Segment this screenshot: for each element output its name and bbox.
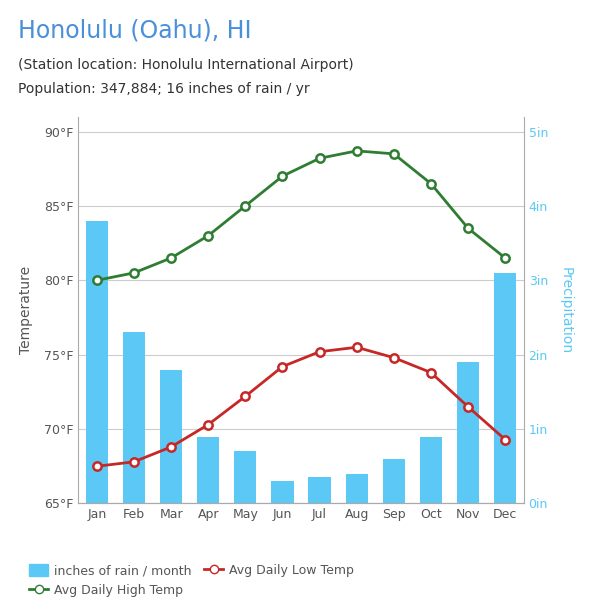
- Y-axis label: Temperature: Temperature: [19, 266, 33, 354]
- Bar: [197, 437, 219, 503]
- Text: Population: 347,884; 16 inches of rain / yr: Population: 347,884; 16 inches of rain /…: [18, 82, 309, 96]
- Y-axis label: Precipitation: Precipitation: [559, 266, 573, 354]
- Bar: [272, 481, 294, 503]
- Text: (Station location: Honolulu International Airport): (Station location: Honolulu Internationa…: [18, 58, 354, 72]
- Bar: [234, 451, 256, 503]
- Bar: [308, 478, 330, 503]
- Text: Honolulu (Oahu), HI: Honolulu (Oahu), HI: [18, 18, 252, 42]
- Bar: [160, 370, 182, 503]
- Bar: [420, 437, 442, 503]
- Bar: [123, 332, 145, 503]
- Bar: [494, 273, 517, 503]
- Legend: inches of rain / month, Avg Daily High Temp, Avg Daily Low Temp: inches of rain / month, Avg Daily High T…: [24, 559, 359, 602]
- Bar: [383, 459, 405, 503]
- Bar: [457, 362, 479, 503]
- Bar: [346, 474, 368, 503]
- Bar: [85, 221, 108, 503]
